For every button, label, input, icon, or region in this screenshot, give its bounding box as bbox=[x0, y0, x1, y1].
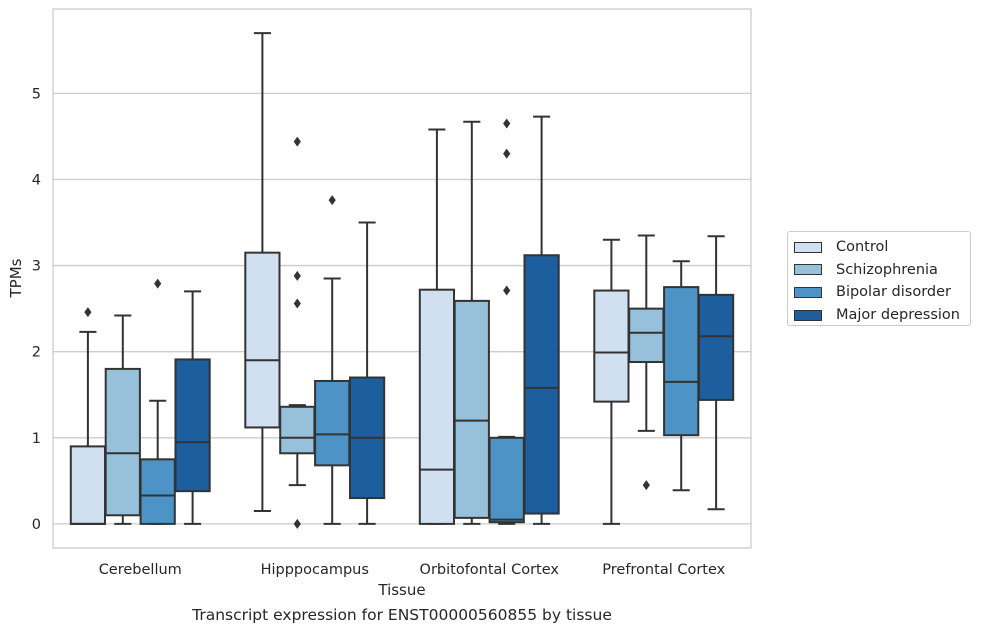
boxes bbox=[69, 32, 735, 529]
box-cerebellum-major-depression bbox=[174, 290, 211, 525]
box-orbitofontal-cortex-bipolar-disorder-outlier-1 bbox=[503, 148, 511, 159]
box-orbitofontal-cortex-schizophrenia bbox=[453, 120, 490, 525]
y-tick-label-3: 3 bbox=[32, 259, 41, 275]
y-tick-label-2: 2 bbox=[32, 345, 41, 361]
legend-label-schizophrenia: Schizophrenia bbox=[836, 261, 938, 278]
box-hipppocampus-schizophrenia-iqr bbox=[279, 405, 316, 455]
y-tick-label-0: 0 bbox=[32, 517, 41, 533]
legend-item-major-depression: Major depression bbox=[794, 304, 970, 327]
box-hipppocampus-major-depression bbox=[348, 221, 386, 525]
legend-swatch-control bbox=[794, 241, 822, 253]
box-hipppocampus-schizophrenia bbox=[279, 136, 316, 529]
plot-frame bbox=[52, 8, 752, 549]
box-prefrontal-cortex-major-depression bbox=[697, 235, 735, 511]
box-orbitofontal-cortex-control-iqr bbox=[418, 288, 456, 525]
box-hipppocampus-schizophrenia-outlier-3 bbox=[293, 136, 301, 147]
y-tick-label-4: 4 bbox=[32, 172, 41, 188]
y-axis-label: TPMs bbox=[7, 258, 25, 298]
legend-swatch-bipolar-disorder bbox=[794, 286, 822, 298]
legend-item-bipolar-disorder: Bipolar disorder bbox=[794, 281, 970, 304]
box-cerebellum-control-outlier-0 bbox=[84, 307, 92, 318]
box-cerebellum-bipolar-disorder bbox=[139, 278, 176, 525]
box-orbitofontal-cortex-control bbox=[418, 128, 456, 525]
box-hipppocampus-bipolar-disorder-outlier-0 bbox=[328, 195, 336, 206]
box-cerebellum-bipolar-disorder-iqr bbox=[139, 458, 176, 525]
x-tick-label-prefrontal-cortex: Prefrontal Cortex bbox=[602, 562, 725, 578]
x-tick-label-orbitofontal-cortex: Orbitofontal Cortex bbox=[420, 562, 560, 578]
y-tick-label-1: 1 bbox=[32, 431, 41, 447]
x-tick-labels: Cerebellum Hipppocampus Orbitofontal Corte… bbox=[99, 562, 726, 578]
legend: Control Schizophrenia Bipolar disorder M… bbox=[787, 231, 971, 326]
box-hipppocampus-control-iqr bbox=[244, 251, 281, 429]
box-orbitofontal-cortex-major-depression bbox=[523, 115, 560, 525]
box-orbitofontal-cortex-bipolar-disorder-iqr bbox=[488, 436, 525, 524]
box-hipppocampus-control bbox=[244, 32, 281, 512]
box-hipppocampus-schizophrenia-outlier-0 bbox=[293, 518, 301, 529]
box-prefrontal-cortex-major-depression-iqr bbox=[697, 293, 735, 401]
legend-label-control: Control bbox=[836, 239, 889, 256]
box-orbitofontal-cortex-bipolar-disorder-outlier-2 bbox=[503, 118, 511, 129]
box-hipppocampus-bipolar-disorder bbox=[314, 195, 351, 525]
y-tick-labels: 0 1 2 3 4 5 bbox=[32, 86, 41, 533]
figure-caption: Transcript expression for ENST0000056085… bbox=[192, 606, 612, 624]
legend-item-schizophrenia: Schizophrenia bbox=[794, 259, 970, 282]
box-orbitofontal-cortex-schizophrenia-iqr bbox=[453, 299, 490, 519]
box-prefrontal-cortex-control-iqr bbox=[593, 289, 630, 403]
box-hipppocampus-schizophrenia-outlier-1 bbox=[293, 298, 301, 309]
box-prefrontal-cortex-control bbox=[593, 238, 630, 525]
box-orbitofontal-cortex-bipolar-disorder-outlier-0 bbox=[503, 285, 511, 296]
x-tick-label-cerebellum: Cerebellum bbox=[99, 562, 182, 578]
legend-label-major-depression: Major depression bbox=[836, 307, 960, 324]
box-cerebellum-bipolar-disorder-outlier-0 bbox=[154, 278, 162, 289]
y-tick-label-5: 5 bbox=[32, 86, 41, 102]
box-prefrontal-cortex-schizophrenia-outlier-0 bbox=[642, 480, 650, 491]
box-cerebellum-control-iqr bbox=[69, 445, 107, 525]
box-cerebellum-schizophrenia-iqr bbox=[104, 367, 141, 517]
box-hipppocampus-bipolar-disorder-iqr bbox=[314, 379, 351, 467]
legend-label-bipolar-disorder: Bipolar disorder bbox=[836, 284, 951, 301]
box-prefrontal-cortex-bipolar-disorder-iqr bbox=[663, 286, 700, 437]
gridlines bbox=[53, 92, 751, 525]
legend-swatch-schizophrenia bbox=[794, 264, 822, 276]
box-prefrontal-cortex-schizophrenia-iqr bbox=[628, 307, 665, 364]
legend-swatch-major-depression bbox=[794, 309, 822, 321]
box-prefrontal-cortex-schizophrenia bbox=[628, 234, 665, 491]
box-cerebellum-major-depression-iqr bbox=[174, 358, 211, 493]
box-prefrontal-cortex-bipolar-disorder bbox=[663, 260, 700, 492]
x-axis-label: Tissue bbox=[377, 581, 425, 599]
box-hipppocampus-schizophrenia-outlier-2 bbox=[293, 270, 301, 281]
box-orbitofontal-cortex-major-depression-iqr bbox=[523, 254, 560, 515]
box-orbitofontal-cortex-bipolar-disorder bbox=[488, 118, 525, 525]
box-cerebellum-control bbox=[69, 307, 107, 525]
x-tick-label-hipppocampus: Hipppocampus bbox=[261, 562, 369, 578]
legend-item-control: Control bbox=[794, 236, 970, 259]
box-cerebellum-schizophrenia bbox=[104, 314, 141, 525]
